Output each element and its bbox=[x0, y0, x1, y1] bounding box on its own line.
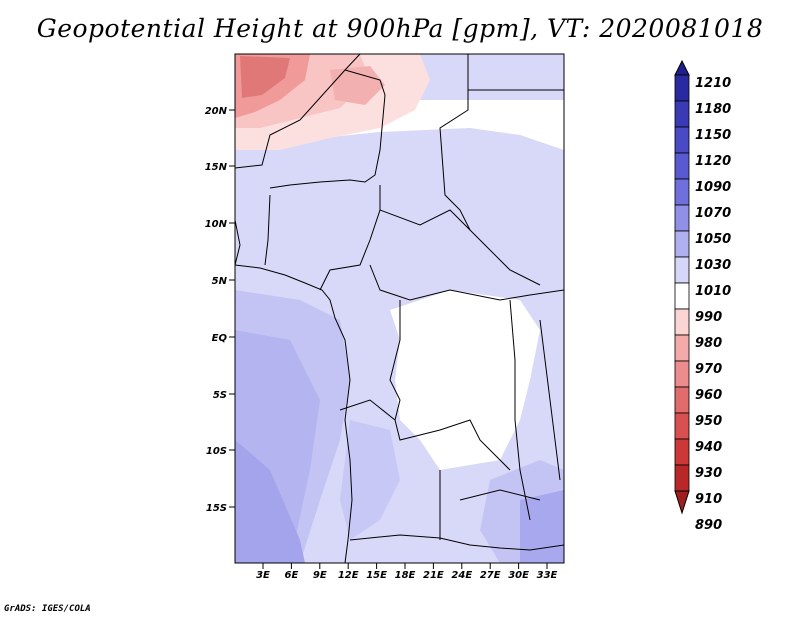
colorbar-label: 910 bbox=[695, 492, 722, 507]
colorbar-label: 960 bbox=[695, 388, 722, 403]
chart-title: Geopotential Height at 900hPa [gpm], VT:… bbox=[36, 14, 764, 43]
lon-label: 24E bbox=[451, 570, 472, 581]
colorbar-label: 1090 bbox=[695, 180, 731, 195]
lat-label: 15N bbox=[205, 162, 228, 173]
colorbar-label: 1120 bbox=[695, 154, 731, 169]
colorbar-swatch bbox=[674, 178, 690, 206]
colorbar-label: 980 bbox=[695, 336, 722, 351]
field-pink-4 bbox=[240, 56, 290, 98]
latitude-axis: 20N 15N 10N 5N EQ 5S 10S 15S bbox=[205, 106, 235, 514]
colorbar-label: 1150 bbox=[695, 128, 731, 143]
lon-label: 18E bbox=[395, 570, 416, 581]
lat-label: 20N bbox=[205, 106, 228, 117]
colorbar-label: 890 bbox=[695, 518, 722, 533]
height-field bbox=[235, 54, 564, 563]
colorbar-label: 1210 bbox=[695, 76, 731, 91]
colorbar-label: 1070 bbox=[695, 206, 731, 221]
colorbar-swatch bbox=[674, 204, 690, 232]
field-pink-5 bbox=[330, 66, 385, 105]
lon-label: 12E bbox=[338, 570, 359, 581]
colorbar-label: 970 bbox=[695, 362, 722, 377]
colorbar: 1210 1180 1150 1120 1090 1070 1050 1030 1010 990 9… bbox=[674, 59, 731, 533]
colorbar-top-arrow bbox=[674, 59, 690, 76]
lat-label: EQ bbox=[212, 333, 228, 344]
lat-label: 5N bbox=[212, 276, 228, 287]
lon-label: 33E bbox=[537, 570, 558, 581]
colorbar-swatch bbox=[674, 126, 690, 154]
lat-label: 10N bbox=[205, 219, 228, 230]
lat-label: 5S bbox=[213, 390, 227, 401]
colorbar-swatch bbox=[674, 308, 690, 336]
colorbar-swatch bbox=[674, 74, 690, 102]
colorbar-label: 950 bbox=[695, 414, 722, 429]
lat-label: 10S bbox=[206, 446, 227, 457]
lon-label: 15E bbox=[366, 570, 387, 581]
colorbar-swatch bbox=[674, 152, 690, 180]
lat-label: 15S bbox=[206, 503, 227, 514]
field-blue-se-2 bbox=[520, 490, 564, 563]
lon-label: 21E bbox=[423, 570, 444, 581]
field-white-congo bbox=[390, 290, 540, 470]
lon-label: 30E bbox=[508, 570, 529, 581]
lon-label: 6E bbox=[285, 570, 299, 581]
colorbar-label: 990 bbox=[695, 310, 722, 325]
map-frame bbox=[234, 53, 565, 564]
colorbar-swatch bbox=[674, 282, 690, 310]
lon-label: 9E bbox=[313, 570, 327, 581]
colorbar-swatch bbox=[674, 360, 690, 388]
colorbar-swatch bbox=[674, 230, 690, 258]
colorbar-label: 1030 bbox=[695, 258, 731, 273]
field-blue-angola bbox=[340, 420, 400, 540]
field-blue-sw bbox=[235, 440, 305, 563]
lon-label: 3E bbox=[256, 570, 270, 581]
colorbar-swatch bbox=[674, 334, 690, 362]
colorbar-swatch bbox=[674, 386, 690, 414]
colorbar-bottom-arrow bbox=[674, 490, 690, 515]
colorbar-label: 1050 bbox=[695, 232, 731, 247]
colorbar-label: 930 bbox=[695, 466, 722, 481]
colorbar-label: 1010 bbox=[695, 284, 731, 299]
longitude-axis: 3E 6E 9E 12E 15E 18E 21E 24E 27E 30E 33E bbox=[256, 563, 558, 581]
colorbar-swatch bbox=[674, 412, 690, 440]
colorbar-swatch bbox=[674, 256, 690, 284]
colorbar-swatch bbox=[674, 464, 690, 492]
colorbar-swatch bbox=[674, 100, 690, 128]
credit-text: GrADS: IGES/COLA bbox=[4, 604, 91, 614]
colorbar-label: 940 bbox=[695, 440, 722, 455]
lon-label: 27E bbox=[480, 570, 501, 581]
country-borders bbox=[235, 54, 564, 563]
colorbar-swatch bbox=[674, 438, 690, 466]
colorbar-label: 1180 bbox=[695, 102, 731, 117]
